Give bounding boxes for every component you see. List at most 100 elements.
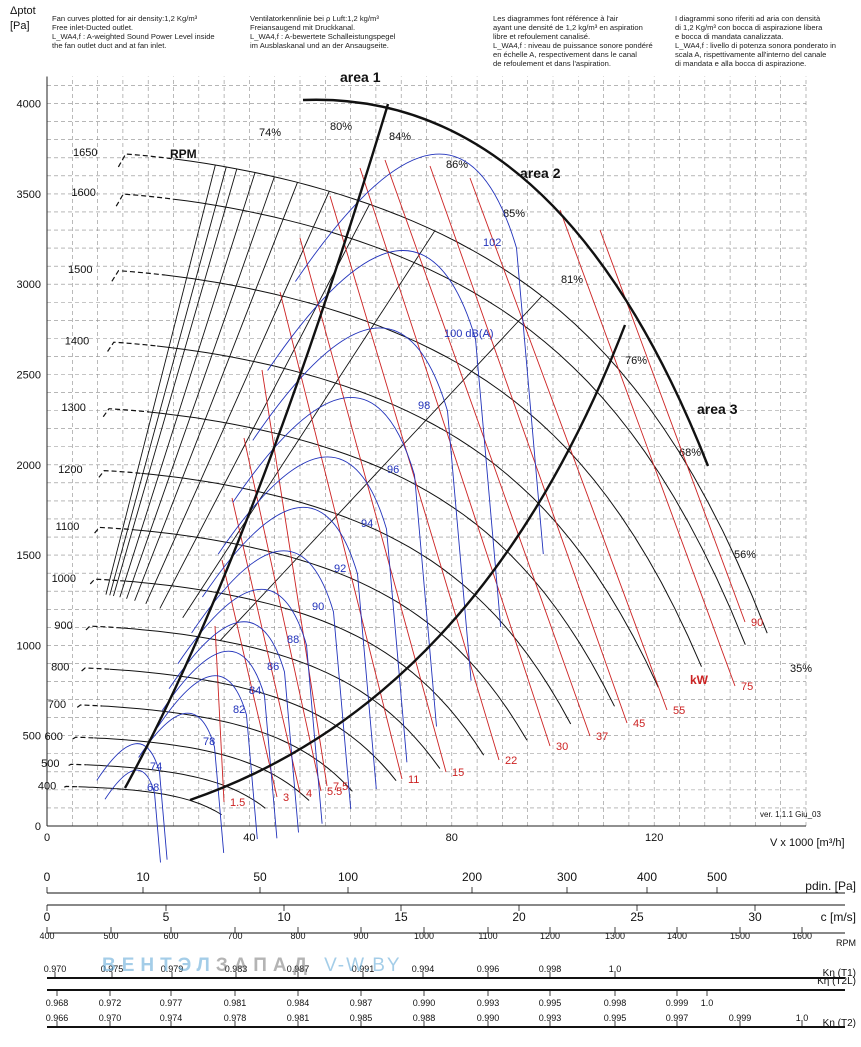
rpm-label: 500 [41,758,59,770]
k-eta-t2-scale-label: Kη (T2) [823,1018,856,1029]
power-line [231,497,301,794]
sound-curve [267,250,502,627]
rpm-curve [164,274,702,667]
sound-curve [157,675,258,840]
pdin-scale-label: pdin. [Pa] [805,879,856,893]
k-eta-t2-scale-tick-label: 0.974 [160,1013,183,1023]
power-line [299,237,447,773]
k-eta-t1-scale-tick-label: 1.0 [609,964,622,974]
note-italian: I diagrammi sono riferiti ad aria con de… [675,14,836,68]
k-eta-t2l-scale-tick-label: 0.987 [350,998,373,1008]
area-label: area 1 [340,69,381,85]
pdin-scale-tick-label: 0 [44,870,51,884]
efficiency-label: 68% [679,447,701,459]
velocity-scale-tick-label: 10 [277,910,291,924]
rpm-curve [149,411,615,707]
watermark-part2: ЗАПАД [215,955,313,976]
rpm-curve [101,705,353,792]
x-tick-label: 40 [243,832,255,844]
rpm-curve-surge [64,785,79,788]
y-tick-label: 0 [35,821,41,833]
area-boundary-1 [123,103,390,789]
power-label: 1.5 [230,797,245,809]
power-label: 75 [741,681,753,693]
power-line [429,165,628,724]
efficiency-label: 80% [330,121,352,133]
power-line [214,625,225,803]
power-label: 37 [596,731,608,743]
rpm-label: 400 [38,780,56,792]
y-axis-label: Δptot [10,5,36,17]
sound-curve [295,153,544,555]
efficiency-line [219,295,543,641]
watermark-part1: ВЕНТЭЛ [102,955,216,976]
rpm-curve [157,345,659,688]
rpm-scale-tick-label: 1300 [605,931,625,941]
rpm-label: 900 [54,620,72,632]
k-eta-t1-scale-tick-label: 0.983 [225,964,248,974]
power-line [221,559,278,798]
k-eta-t2l-scale-tick-label: 0.993 [477,998,500,1008]
note-english: Fan curves plotted for air density:1,2 K… [52,14,215,50]
rpm-curve [125,580,485,756]
velocity-scale-label: c [m/s] [821,910,856,924]
rpm-label: 1100 [56,521,80,533]
rpm-curve-surge [76,704,103,708]
k-eta-t2l-scale-tick-label: 0.984 [287,998,310,1008]
rpm-scale-label: RPM [836,938,856,948]
rpm-label: 700 [48,699,66,711]
sound-curve [96,743,168,860]
efficiency-line [182,230,436,618]
rpm-label: 1650 [73,147,97,159]
sound-curve [232,397,437,727]
efficiency-label: 56% [734,549,756,561]
rpm-curve [94,737,310,801]
rpm-label: 1300 [61,402,85,414]
sound-curve [104,769,161,863]
y-tick-label: 2000 [17,460,41,472]
power-line [359,167,551,747]
sound-label: 88 [287,634,299,646]
sound-label: 68 [147,782,159,794]
x-tick-label: 0 [44,832,50,844]
y-tick-label: 3000 [17,279,41,291]
rpm-curve [176,158,768,634]
k-eta-t1-scale-label: Kη (T1) [823,968,856,979]
power-label: 55 [673,705,685,717]
k-eta-t2-scale-tick-label: 0.966 [46,1013,69,1023]
area-top-boundary [302,98,710,467]
rpm-label: 1000 [52,573,76,585]
rpm-curve-surge [72,736,95,740]
rpm-label: 1600 [71,187,95,199]
rpm-label: 1500 [68,264,92,276]
efficiency-line [105,164,216,595]
power-label: 7.5 [333,781,348,793]
sound-label: 102 [483,237,501,249]
power-label: 45 [633,718,645,730]
efficiency-line [119,172,256,598]
efficiency-label: 81% [561,274,583,286]
k-eta-t2-scale-tick-label: 0.970 [99,1013,122,1023]
rpm-scale-tick-label: 1400 [667,931,687,941]
watermark: ВЕНТЭЛЗАПАД V-W.BY [102,955,402,977]
power-line [469,177,668,711]
efficiency-label: 85% [503,208,525,220]
sound-label: 86 [267,661,279,673]
k-eta-t2l-scale-label: Kη (T2L) [817,976,856,987]
k-eta-t2l-scale-tick-label: 0.977 [160,998,183,1008]
sound-label: 92 [334,563,346,575]
power-label: 4 [306,788,312,800]
rpm-label: 1200 [58,464,82,476]
efficiency-label: 86% [446,159,468,171]
rpm-label: 800 [51,662,69,674]
rpm-curve-surge [68,763,87,767]
efficiency-line [126,176,275,599]
velocity-scale-tick-label: 25 [630,910,644,924]
velocity-scale-tick-label: 5 [163,910,170,924]
rpm-scale-tick-label: 1000 [414,931,434,941]
rpm-curve-surge [94,526,134,534]
rpm-label: 1400 [65,336,89,348]
rpm-curve-surge [115,193,173,207]
k-eta-t2l-scale-tick-label: 0.998 [604,998,627,1008]
